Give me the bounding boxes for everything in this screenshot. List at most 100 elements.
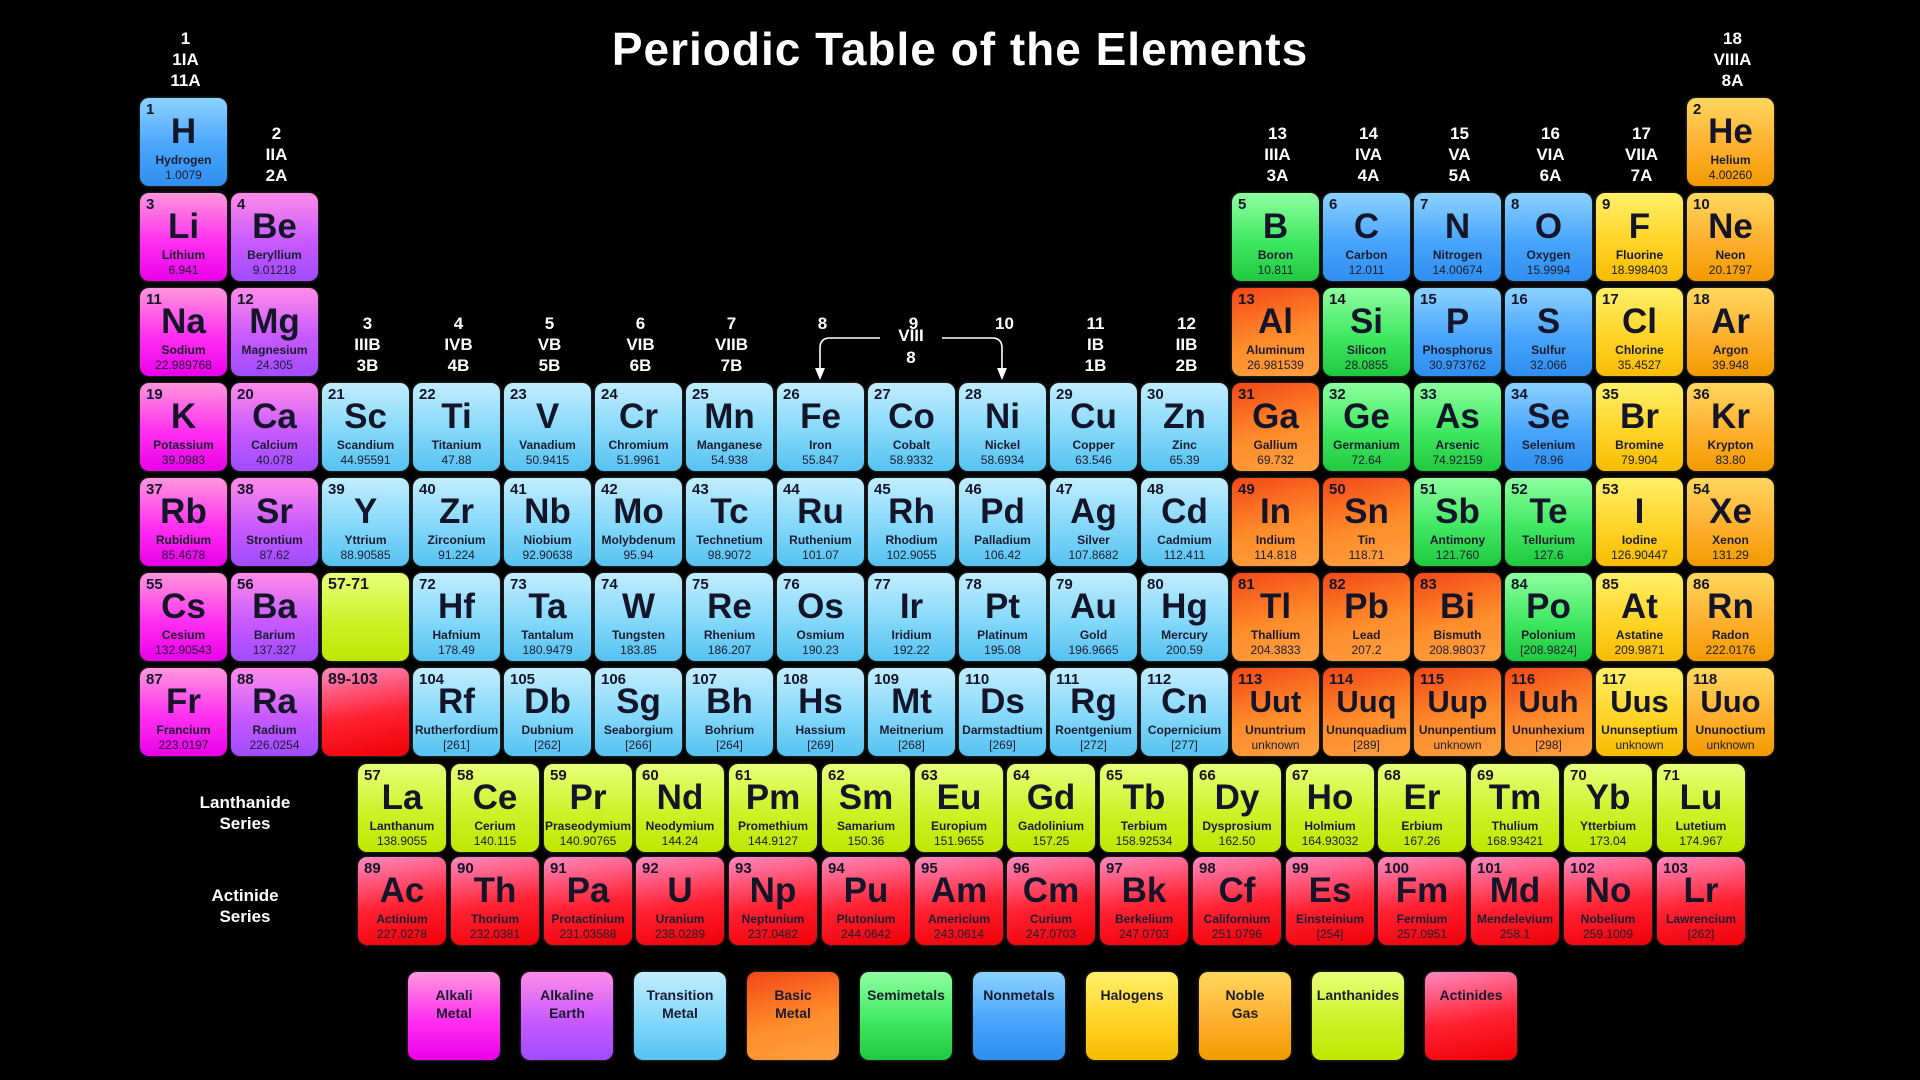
- page-title: Periodic Table of the Elements: [611, 23, 1309, 75]
- element-name: Zirconium: [427, 533, 486, 547]
- element-name: Plutonium: [836, 912, 896, 926]
- element-cell-mt: 109 Mt Meitnerium [268]: [868, 668, 955, 756]
- element-number: 29: [1056, 386, 1073, 403]
- element-number: 87: [146, 671, 163, 688]
- legend-label-noble: Noble Gas: [1199, 986, 1291, 1022]
- element-symbol: Ds: [980, 682, 1025, 721]
- element-number: 59: [550, 767, 567, 784]
- element-number: 74: [601, 576, 618, 593]
- element-number: 71: [1663, 767, 1680, 784]
- element-cell-mg: 12 Mg Magnesium 24.305: [231, 288, 318, 376]
- element-cell-fr: 87 Fr Francium 223.0197: [140, 668, 227, 756]
- group-label-line: VB: [537, 335, 562, 354]
- element-number: 30: [1147, 386, 1164, 403]
- element-mass: 195.08: [984, 643, 1021, 657]
- element-name: Chromium: [608, 438, 669, 452]
- element-mass: 247.0703: [1025, 927, 1077, 941]
- element-number: 42: [601, 481, 618, 498]
- element-cell-co: 27 Co Cobalt 58.9332: [868, 383, 955, 471]
- group-label-12: 12 IIB 2B: [1141, 313, 1232, 376]
- element-name: Nickel: [984, 438, 1021, 452]
- element-name: Ununseptium: [1601, 723, 1678, 737]
- element-mass: 14.00674: [1432, 263, 1483, 277]
- element-mass: 39.948: [1712, 358, 1749, 372]
- group-label-line: 1: [180, 29, 191, 48]
- element-symbol: Ni: [985, 397, 1020, 436]
- element-name: Zinc: [1172, 438, 1197, 452]
- element-mass: 112.411: [1163, 548, 1206, 562]
- group-label-6: 6 VIB 6B: [595, 313, 686, 376]
- element-name: Xenon: [1712, 533, 1749, 547]
- element-symbol: Pm: [745, 778, 801, 817]
- element-number: 58: [457, 767, 474, 784]
- element-mass: [208.9824]: [1520, 643, 1577, 657]
- legend-label-transition: Transition Metal: [634, 986, 726, 1022]
- element-symbol: Pu: [843, 871, 889, 910]
- element-mass: 238.0289: [654, 927, 706, 941]
- element-symbol: Eu: [936, 778, 982, 817]
- element-symbol: Ca: [252, 397, 297, 436]
- group-label-line: 3A: [1266, 166, 1289, 185]
- element-mass: 243.0614: [933, 927, 985, 941]
- element-mass: 10.811: [1257, 263, 1294, 277]
- element-number: 37: [146, 481, 163, 498]
- element-name: Tantalum: [521, 628, 574, 642]
- element-symbol: Tc: [710, 492, 749, 531]
- element-name: Radium: [252, 723, 297, 737]
- element-symbol: Ge: [1343, 397, 1390, 436]
- group-label-line: IIA: [265, 145, 288, 164]
- element-mass: unknown: [1615, 738, 1664, 752]
- element-name: Barium: [253, 628, 296, 642]
- element-symbol: Cm: [1022, 871, 1080, 910]
- legend-label-semi: Semimetals: [860, 986, 952, 1004]
- element-number: 40: [419, 481, 436, 498]
- element-number: 96: [1013, 860, 1030, 877]
- element-symbol: Uus: [1610, 684, 1669, 719]
- element-number: 83: [1420, 576, 1437, 593]
- element-number: 3: [146, 196, 155, 213]
- element-mass: 18.998403: [1611, 263, 1668, 277]
- element-cell-pb: 82 Pb Lead 207.2: [1323, 573, 1410, 661]
- element-mass: 208.98037: [1429, 643, 1486, 657]
- element-mass: 173.04: [1589, 834, 1627, 848]
- element-cell-po: 84 Po Polonium [208.9824]: [1505, 573, 1592, 661]
- element-number: 6: [1329, 196, 1338, 213]
- element-mass: 186.207: [707, 643, 752, 657]
- legend-swatch-alkaline: Alkaline Earth: [521, 972, 613, 1060]
- element-symbol: F: [1628, 207, 1651, 246]
- element-cell-o: 8 O Oxygen 15.9994: [1505, 193, 1592, 281]
- element-name: Oxygen: [1526, 248, 1571, 262]
- element-cell-te: 52 Te Tellurium 127.6: [1505, 478, 1592, 566]
- group-label-line: 2B: [1175, 356, 1198, 375]
- element-name: Thorium: [471, 912, 519, 926]
- group-label-line: 8A: [1721, 71, 1744, 90]
- element-name: Thulium: [1491, 819, 1539, 833]
- element-mass: 15.9994: [1526, 263, 1571, 277]
- element-number: 51: [1420, 481, 1437, 498]
- element-mass: 183.85: [620, 643, 657, 657]
- element-symbol: Sb: [1435, 492, 1480, 531]
- element-number: 16: [1511, 291, 1528, 308]
- element-name: Potassium: [153, 438, 214, 452]
- element-number: 5: [1238, 196, 1247, 213]
- element-name: Calcium: [251, 438, 298, 452]
- element-symbol: Sc: [344, 397, 387, 436]
- element-mass: [298]: [1535, 738, 1562, 752]
- element-name: Ruthenium: [789, 533, 852, 547]
- element-name: Hassium: [795, 723, 846, 737]
- group-label-line: 3: [362, 314, 373, 333]
- element-name: Bromine: [1615, 438, 1664, 452]
- element-symbol: Ar: [1711, 302, 1750, 341]
- element-name: Actinium: [376, 912, 428, 926]
- element-cell-rg: 111 Rg Roentgenium [272]: [1050, 668, 1137, 756]
- element-name: Praseodymium: [544, 819, 632, 833]
- element-number: 18: [1693, 291, 1710, 308]
- legend-label-alkali: Alkali Metal: [408, 986, 500, 1022]
- group-label-18: 18 VIIIA 8A: [1687, 28, 1778, 91]
- group-label-line: 4: [453, 314, 464, 333]
- element-name: Thallium: [1250, 628, 1301, 642]
- element-symbol: I: [1634, 492, 1645, 531]
- element-cell-db: 105 Db Dubnium [262]: [504, 668, 591, 756]
- element-name: Antimony: [1429, 533, 1486, 547]
- group-label-line: 7B: [720, 356, 743, 375]
